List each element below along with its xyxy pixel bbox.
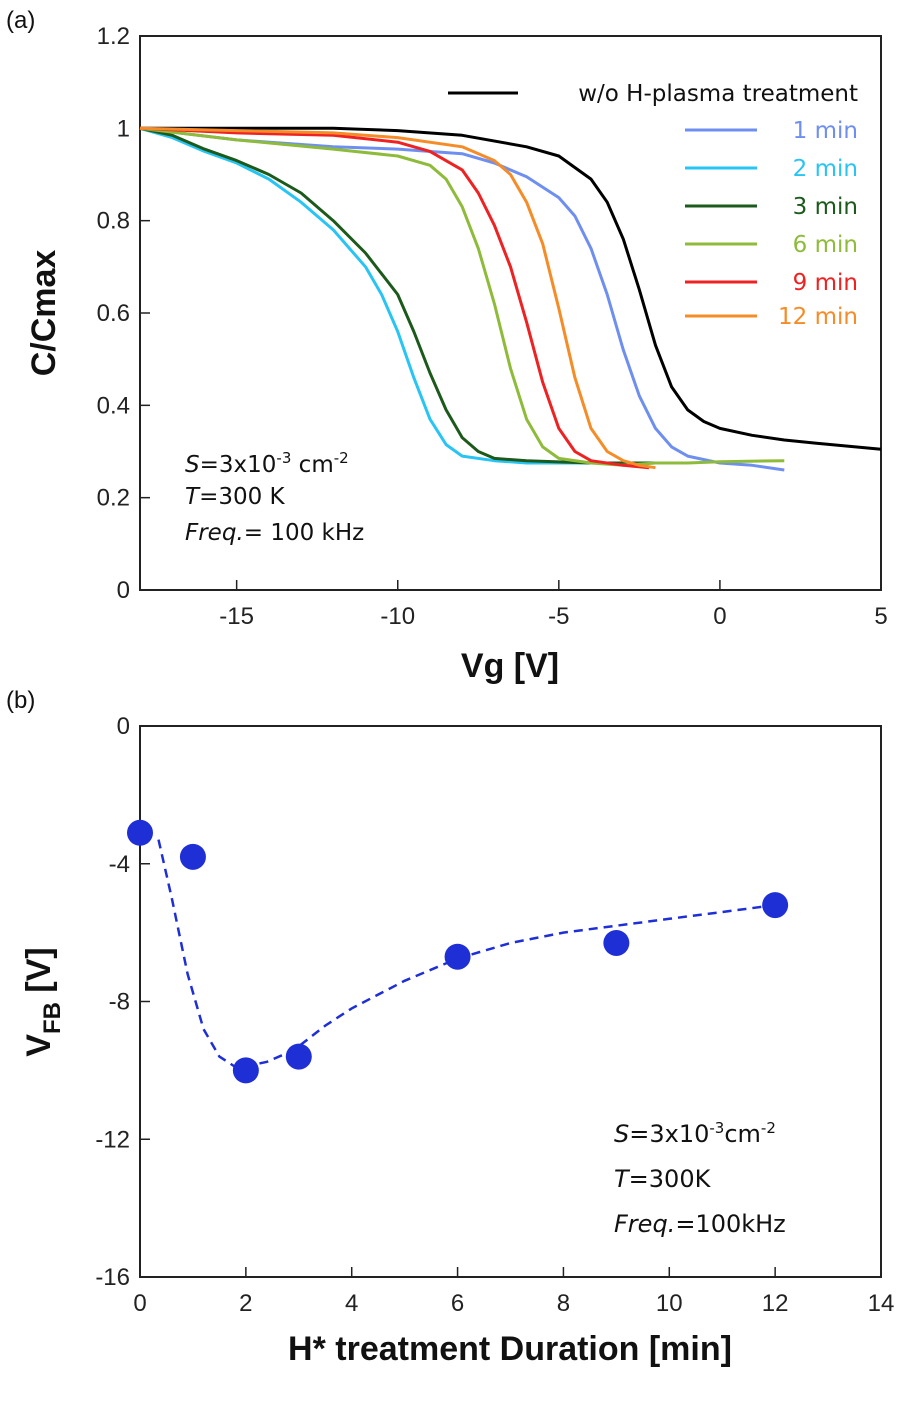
chart-b-annot-line1: S=3x10-3cm-2: [614, 1119, 776, 1148]
chart-a-ytick-label: 1: [117, 115, 130, 142]
chart-a-xlabel: Vg [V]: [461, 647, 559, 685]
chart-a-xtick-label: -10: [380, 603, 415, 630]
chart-b-annot-line2: T=300K: [614, 1165, 712, 1193]
chart-b-ytick-label: -8: [109, 989, 130, 1016]
chart-b-ylabel: VFB [V]: [20, 947, 66, 1056]
chart-b-xtick-label: 12: [762, 1290, 789, 1317]
chart-a-ytick-label: 0.8: [97, 208, 130, 235]
chart-b-annotation: S=3x10-3cm-2 T=300K Freq.=100kHz: [614, 1119, 786, 1238]
chart-b-point: [603, 929, 630, 956]
chart-b-xtick-label: 0: [133, 1290, 146, 1317]
chart-b-xtick-label: 8: [557, 1290, 570, 1317]
annot-s-val: =3x10: [200, 452, 277, 478]
annot-b-sup2: -2: [761, 1119, 776, 1137]
annot-b-freq-val: =100kHz: [675, 1210, 785, 1238]
chart-b-ticks: 0 2 4 6 8 10 12 14 0 -4 -8 -12 -16: [95, 713, 894, 1317]
panel-label-a: (a): [6, 7, 35, 34]
chart-a-series-line-3: [139, 126, 656, 465]
chart-a-ytick-label: 0.6: [97, 300, 130, 327]
annot-b-s-val: =3x10: [629, 1120, 709, 1148]
chart-a-annot-line1: S=3x10-3 cm-2: [185, 449, 349, 478]
chart-a-ytick-label: 0.4: [97, 392, 130, 419]
chart-b-point: [127, 819, 153, 846]
chart-b-xtick-label: 10: [656, 1290, 683, 1317]
annot-s-sup1: -3: [276, 449, 291, 467]
legend-label-5: 9 min: [793, 270, 858, 296]
chart-a-ytick-label: 0.2: [97, 485, 130, 512]
chart-a-series-line-4: [139, 126, 785, 467]
chart-b-point: [762, 892, 789, 919]
chart-b-xtick-label: 4: [345, 1290, 358, 1317]
panel-label-b: (b): [6, 687, 35, 714]
chart-a-series-line-2: [139, 126, 656, 465]
annot-freq: Freq.: [185, 520, 244, 546]
annot-s: S: [185, 452, 200, 478]
legend-label-2: 2 min: [793, 156, 858, 182]
chart-a-ytick-label: 0: [117, 577, 130, 604]
annot-b-freq: Freq.: [614, 1210, 675, 1238]
chart-a-xtick-label: -15: [219, 603, 254, 630]
annot-t-val: =300 K: [199, 484, 285, 510]
legend-label-3: 3 min: [793, 194, 858, 220]
chart-a-legend: w/o H-plasma treatment 1 min 2 min 3 min 6 m…: [448, 81, 858, 330]
annot-b-sup1: -3: [709, 1119, 724, 1137]
legend-label-4: 6 min: [793, 232, 858, 258]
annot-t: T: [185, 484, 201, 510]
chart-a-annot-line3: Freq.= 100 kHz: [185, 520, 364, 546]
chart-a-annot-line2: T=300 K: [185, 484, 286, 510]
chart-b-ylabel-tail: [V]: [20, 947, 58, 1002]
chart-a-xtick-label: 0: [713, 603, 726, 630]
chart-b-ytick-label: 0: [117, 713, 130, 740]
chart-a-ticks: -15 -10 -5 0 5 0 0.2 0.4 0.6 0.8 1 1.2: [97, 23, 888, 630]
chart-a-series-line-6: [139, 126, 656, 470]
chart-a-series-line-5: [139, 126, 650, 470]
chart-b-ylabel-main: V: [20, 1034, 58, 1057]
chart-a-series: [139, 126, 882, 472]
chart-a-annotation: S=3x10-3 cm-2 T=300 K Freq.= 100 kHz: [185, 449, 364, 546]
chart-b-xtick-label: 6: [451, 1290, 464, 1317]
chart-b-point: [179, 843, 206, 870]
chart-a-xtick-label: 5: [874, 603, 887, 630]
chart-b-fit-line: [157, 839, 776, 1069]
annot-b-unit: cm: [724, 1120, 761, 1148]
annot-freq-val: = 100 kHz: [244, 520, 364, 546]
annot-s-unit: cm: [291, 452, 333, 478]
chart-b-point: [444, 943, 471, 970]
chart-b-ylabel-sub: FB: [39, 1002, 66, 1034]
chart-a-ylabel: C/Cmax: [25, 250, 63, 377]
annot-s-sup2: -2: [334, 449, 349, 467]
annot-b-t: T: [614, 1165, 631, 1193]
chart-a-series-line-0: [140, 126, 882, 451]
chart-b: 0 2 4 6 8 10 12 14 0 -4 -8 -12 -16 H* treatment Dura…: [20, 713, 894, 1368]
chart-a-series-line-1: [139, 126, 785, 472]
legend-label-6: 12 min: [778, 304, 858, 330]
chart-b-frame: [139, 725, 882, 1278]
chart-b-point: [232, 1057, 259, 1084]
chart-b-xlabel: H* treatment Duration [min]: [288, 1330, 732, 1368]
chart-b-xtick-label: 14: [868, 1290, 895, 1317]
chart-b-points: [127, 819, 789, 1084]
chart-b-fit: [157, 839, 776, 1069]
chart-b-ytick-label: -12: [95, 1126, 130, 1153]
chart-a: -15 -10 -5 0 5 0 0.2 0.4 0.6 0.8 1 1.2 w/o H-plasma…: [25, 23, 888, 685]
chart-a-ytick-label: 1.2: [97, 23, 130, 50]
legend-label-1: 1 min: [793, 118, 858, 144]
chart-b-point: [285, 1043, 312, 1070]
annot-b-t-val: =300K: [629, 1165, 712, 1193]
legend-label-0: w/o H-plasma treatment: [578, 81, 858, 107]
chart-b-ytick-label: -16: [95, 1264, 130, 1291]
chart-a-xtick-label: -5: [548, 603, 569, 630]
chart-b-ytick-label: -4: [109, 851, 130, 878]
chart-b-annot-line3: Freq.=100kHz: [614, 1210, 786, 1238]
chart-b-xtick-label: 2: [239, 1290, 252, 1317]
annot-b-s: S: [614, 1120, 629, 1148]
